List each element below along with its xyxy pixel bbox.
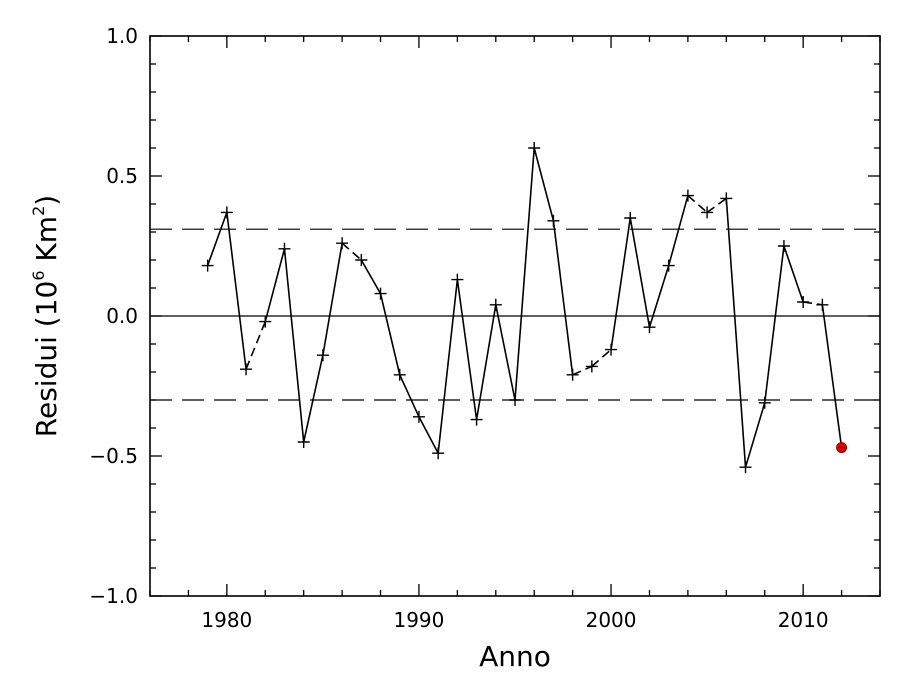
series-segment [706,197,727,214]
series-segment [456,279,478,420]
series-segment [206,212,228,266]
data-point-plus [316,349,329,362]
x-axis-title: Anno [479,640,551,673]
data-point-plus [528,142,541,154]
data-point-plus [336,237,349,250]
series-segment [763,245,785,403]
data-point-plus [355,254,368,266]
series-segment [475,304,497,420]
series-segment [783,245,804,303]
series-segment [591,348,612,368]
data-point-plus [739,461,752,474]
data-point-plus [585,360,598,373]
tick-labels: 1980 1990 2000 2010 −1.0 −0.5 0.0 0.5 1.0 [89,24,828,632]
data-point-plus [259,315,272,328]
series-segment [744,402,766,468]
series-segment [687,194,708,214]
data-point-plus [201,259,214,272]
data-point-plus [220,206,233,219]
data-point-plus [797,296,810,308]
series-segment [341,242,362,261]
series-segment [821,304,843,448]
series-segment [495,304,516,401]
data-point-plus [605,343,618,356]
series-segment [322,243,343,356]
series-segment [302,355,324,443]
x-tick-label: 1980 [201,608,252,632]
data-point-plus [816,298,829,311]
y-axis-title: Residui (106 Km2) [29,195,63,437]
y-tick-label: −0.5 [89,444,138,468]
series-segment [437,279,459,454]
reference-lines [150,228,880,401]
x-tick-label: 1990 [393,608,444,632]
data-point-plus [643,321,656,334]
series-segment [379,293,401,375]
y-tick-label: 0.0 [106,304,138,328]
data-point-plus [451,273,464,286]
series-segment [226,212,247,370]
series-segment [533,147,555,222]
x-tick-label: 2010 [778,608,829,632]
data-point-plus [681,189,694,202]
data-point-plus [489,298,502,311]
data-point-plus [566,368,579,381]
series-segment [514,147,536,401]
series-segment [283,248,305,443]
y-tick-label: −1.0 [89,584,138,608]
data-point-plus [701,206,714,219]
series-segment [629,217,651,328]
data-point-plus [547,214,560,227]
data-point-plus [412,410,425,423]
y-tick-label: 1.0 [106,24,138,48]
series-segment [360,259,382,294]
data-point-plus [297,436,310,448]
data-series [201,142,848,474]
data-point-plus [374,287,387,300]
data-point-plus [470,413,483,426]
series-segment [264,248,286,322]
series-segment [418,416,439,454]
data-point-plus [432,447,445,460]
x-tick-label: 2000 [586,608,637,632]
axis-ticks [149,35,881,597]
data-point-plus [720,192,733,205]
series-segment [667,195,689,266]
data-point-highlight-cross [838,444,845,451]
series-segment [648,265,670,328]
data-point-plus [393,368,406,381]
series-segment [245,321,267,370]
data-point-plus [509,394,521,406]
y-tick-label: 0.5 [106,164,138,188]
series-segment [725,198,747,468]
series-segment [552,220,574,375]
series-segment [399,374,420,418]
data-point-plus [624,212,637,224]
series-segment [572,365,593,376]
data-point-plus [240,363,253,376]
data-point-plus [758,396,771,409]
data-point-plus [278,242,291,255]
data-point-plus [662,259,675,272]
data-point-plus [777,240,790,252]
series-segment [610,217,632,350]
